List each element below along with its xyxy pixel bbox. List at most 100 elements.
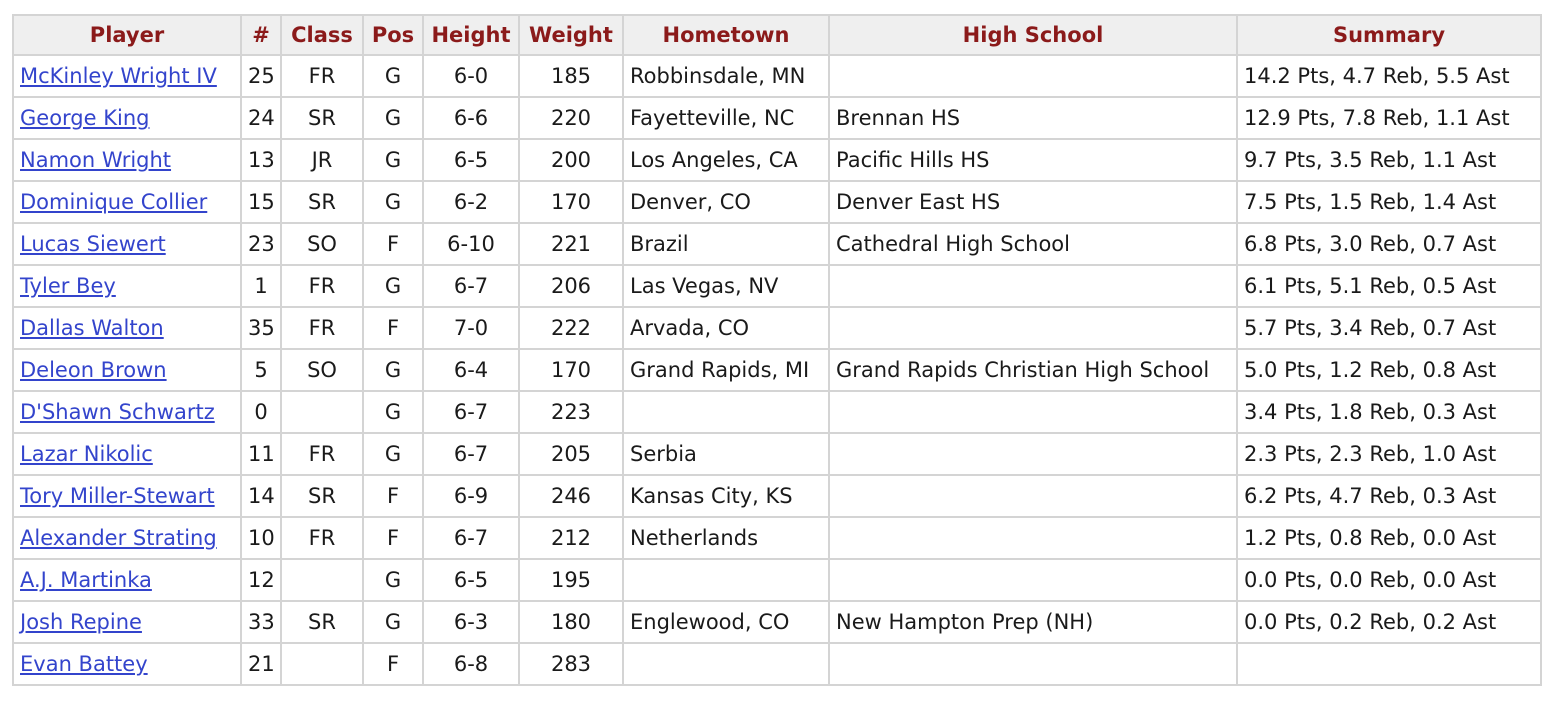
table-row: Josh Repine 33 SR G 6-3 180 Englewood, CO New H…: [12, 600, 1542, 644]
position-cell: F: [362, 474, 424, 518]
player-link[interactable]: A.J. Martinka: [20, 568, 152, 592]
high-school-cell: [828, 474, 1238, 518]
table-row: Dallas Walton 35 FR F 7-0 222 Arvada, CO 5.7 Pt…: [12, 306, 1542, 350]
height-cell: 6-5: [422, 558, 520, 602]
col-header-weight[interactable]: Weight: [518, 14, 624, 56]
position-cell: F: [362, 222, 424, 266]
position-cell: G: [362, 432, 424, 476]
class-cell: SR: [280, 96, 364, 140]
player-link[interactable]: Dominique Collier: [20, 190, 208, 214]
player-name-cell: Alexander Strating: [12, 516, 242, 560]
weight-cell: 200: [518, 138, 624, 182]
table-row: Tory Miller-Stewart 14 SR F 6-9 246 Kansas Cit…: [12, 474, 1542, 518]
class-cell: FR: [280, 432, 364, 476]
player-link[interactable]: Lucas Siewert: [20, 232, 166, 256]
class-cell: SO: [280, 222, 364, 266]
class-cell: SR: [280, 180, 364, 224]
player-link[interactable]: Deleon Brown: [20, 358, 167, 382]
hometown-cell: Arvada, CO: [622, 306, 830, 350]
col-header-high-school[interactable]: High School: [828, 14, 1238, 56]
table-row: George King 24 SR G 6-6 220 Fayetteville, NC Br…: [12, 96, 1542, 140]
summary-cell: 12.9 Pts, 7.8 Reb, 1.1 Ast: [1236, 96, 1542, 140]
summary-cell: 14.2 Pts, 4.7 Reb, 5.5 Ast: [1236, 54, 1542, 98]
player-name-cell: Lazar Nikolic: [12, 432, 242, 476]
player-link[interactable]: Evan Battey: [20, 652, 148, 676]
height-cell: 6-0: [422, 54, 520, 98]
jersey-number-cell: 24: [240, 96, 282, 140]
jersey-number-cell: 5: [240, 348, 282, 392]
height-cell: 6-2: [422, 180, 520, 224]
hometown-cell: Fayetteville, NC: [622, 96, 830, 140]
height-cell: 6-6: [422, 96, 520, 140]
player-name-cell: Tyler Bey: [12, 264, 242, 308]
weight-cell: 180: [518, 600, 624, 644]
class-cell: FR: [280, 264, 364, 308]
hometown-cell: Netherlands: [622, 516, 830, 560]
player-name-cell: George King: [12, 96, 242, 140]
jersey-number-cell: 12: [240, 558, 282, 602]
weight-cell: 206: [518, 264, 624, 308]
player-link[interactable]: Alexander Strating: [20, 526, 217, 550]
jersey-number-cell: 23: [240, 222, 282, 266]
summary-cell: 3.4 Pts, 1.8 Reb, 0.3 Ast: [1236, 390, 1542, 434]
table-row: Alexander Strating 10 FR F 6-7 212 Netherlands…: [12, 516, 1542, 560]
player-link[interactable]: Tyler Bey: [20, 274, 116, 298]
weight-cell: 170: [518, 348, 624, 392]
col-header-player[interactable]: Player: [12, 14, 242, 56]
high-school-cell: [828, 516, 1238, 560]
position-cell: G: [362, 348, 424, 392]
height-cell: 6-3: [422, 600, 520, 644]
position-cell: F: [362, 516, 424, 560]
table-row: D'Shawn Schwartz 0 G 6-7 223 3.4 Pts, 1.8 Reb…: [12, 390, 1542, 434]
player-link[interactable]: McKinley Wright IV: [20, 64, 217, 88]
weight-cell: 212: [518, 516, 624, 560]
col-header-summary[interactable]: Summary: [1236, 14, 1542, 56]
weight-cell: 222: [518, 306, 624, 350]
table-row: Tyler Bey 1 FR G 6-7 206 Las Vegas, NV 6.1 Pts,…: [12, 264, 1542, 308]
summary-cell: 6.2 Pts, 4.7 Reb, 0.3 Ast: [1236, 474, 1542, 518]
height-cell: 6-10: [422, 222, 520, 266]
hometown-cell: Denver, CO: [622, 180, 830, 224]
player-link[interactable]: Josh Repine: [20, 610, 142, 634]
col-header-hometown[interactable]: Hometown: [622, 14, 830, 56]
class-cell: SR: [280, 600, 364, 644]
player-link[interactable]: D'Shawn Schwartz: [20, 400, 215, 424]
hometown-cell: Kansas City, KS: [622, 474, 830, 518]
position-cell: G: [362, 558, 424, 602]
col-header-height[interactable]: Height: [422, 14, 520, 56]
jersey-number-cell: 1: [240, 264, 282, 308]
hometown-cell: Grand Rapids, MI: [622, 348, 830, 392]
height-cell: 6-5: [422, 138, 520, 182]
jersey-number-cell: 35: [240, 306, 282, 350]
jersey-number-cell: 13: [240, 138, 282, 182]
position-cell: G: [362, 600, 424, 644]
player-link[interactable]: Dallas Walton: [20, 316, 164, 340]
player-link[interactable]: Namon Wright: [20, 148, 172, 172]
high-school-cell: [828, 558, 1238, 602]
weight-cell: 195: [518, 558, 624, 602]
height-cell: 6-4: [422, 348, 520, 392]
high-school-cell: [828, 306, 1238, 350]
position-cell: G: [362, 96, 424, 140]
col-header-class[interactable]: Class: [280, 14, 364, 56]
high-school-cell: Pacific Hills HS: [828, 138, 1238, 182]
player-link[interactable]: George King: [20, 106, 150, 130]
high-school-cell: [828, 54, 1238, 98]
class-cell: SR: [280, 474, 364, 518]
table-row: Namon Wright 13 JR G 6-5 200 Los Angeles, CA Pa…: [12, 138, 1542, 182]
table-row: Lazar Nikolic 11 FR G 6-7 205 Serbia 2.3 Pts, 2…: [12, 432, 1542, 476]
player-link[interactable]: Lazar Nikolic: [20, 442, 153, 466]
height-cell: 6-7: [422, 264, 520, 308]
player-name-cell: McKinley Wright IV: [12, 54, 242, 98]
summary-cell: [1236, 642, 1542, 686]
class-cell: [280, 390, 364, 434]
height-cell: 6-7: [422, 516, 520, 560]
summary-cell: 5.0 Pts, 1.2 Reb, 0.8 Ast: [1236, 348, 1542, 392]
player-link[interactable]: Tory Miller-Stewart: [20, 484, 215, 508]
col-header-number[interactable]: #: [240, 14, 282, 56]
col-header-pos[interactable]: Pos: [362, 14, 424, 56]
weight-cell: 223: [518, 390, 624, 434]
table-row: Evan Battey 21 F 6-8 283: [12, 642, 1542, 686]
table-row: A.J. Martinka 12 G 6-5 195 0.0 Pts, 0.0 Reb, …: [12, 558, 1542, 602]
high-school-cell: New Hampton Prep (NH): [828, 600, 1238, 644]
